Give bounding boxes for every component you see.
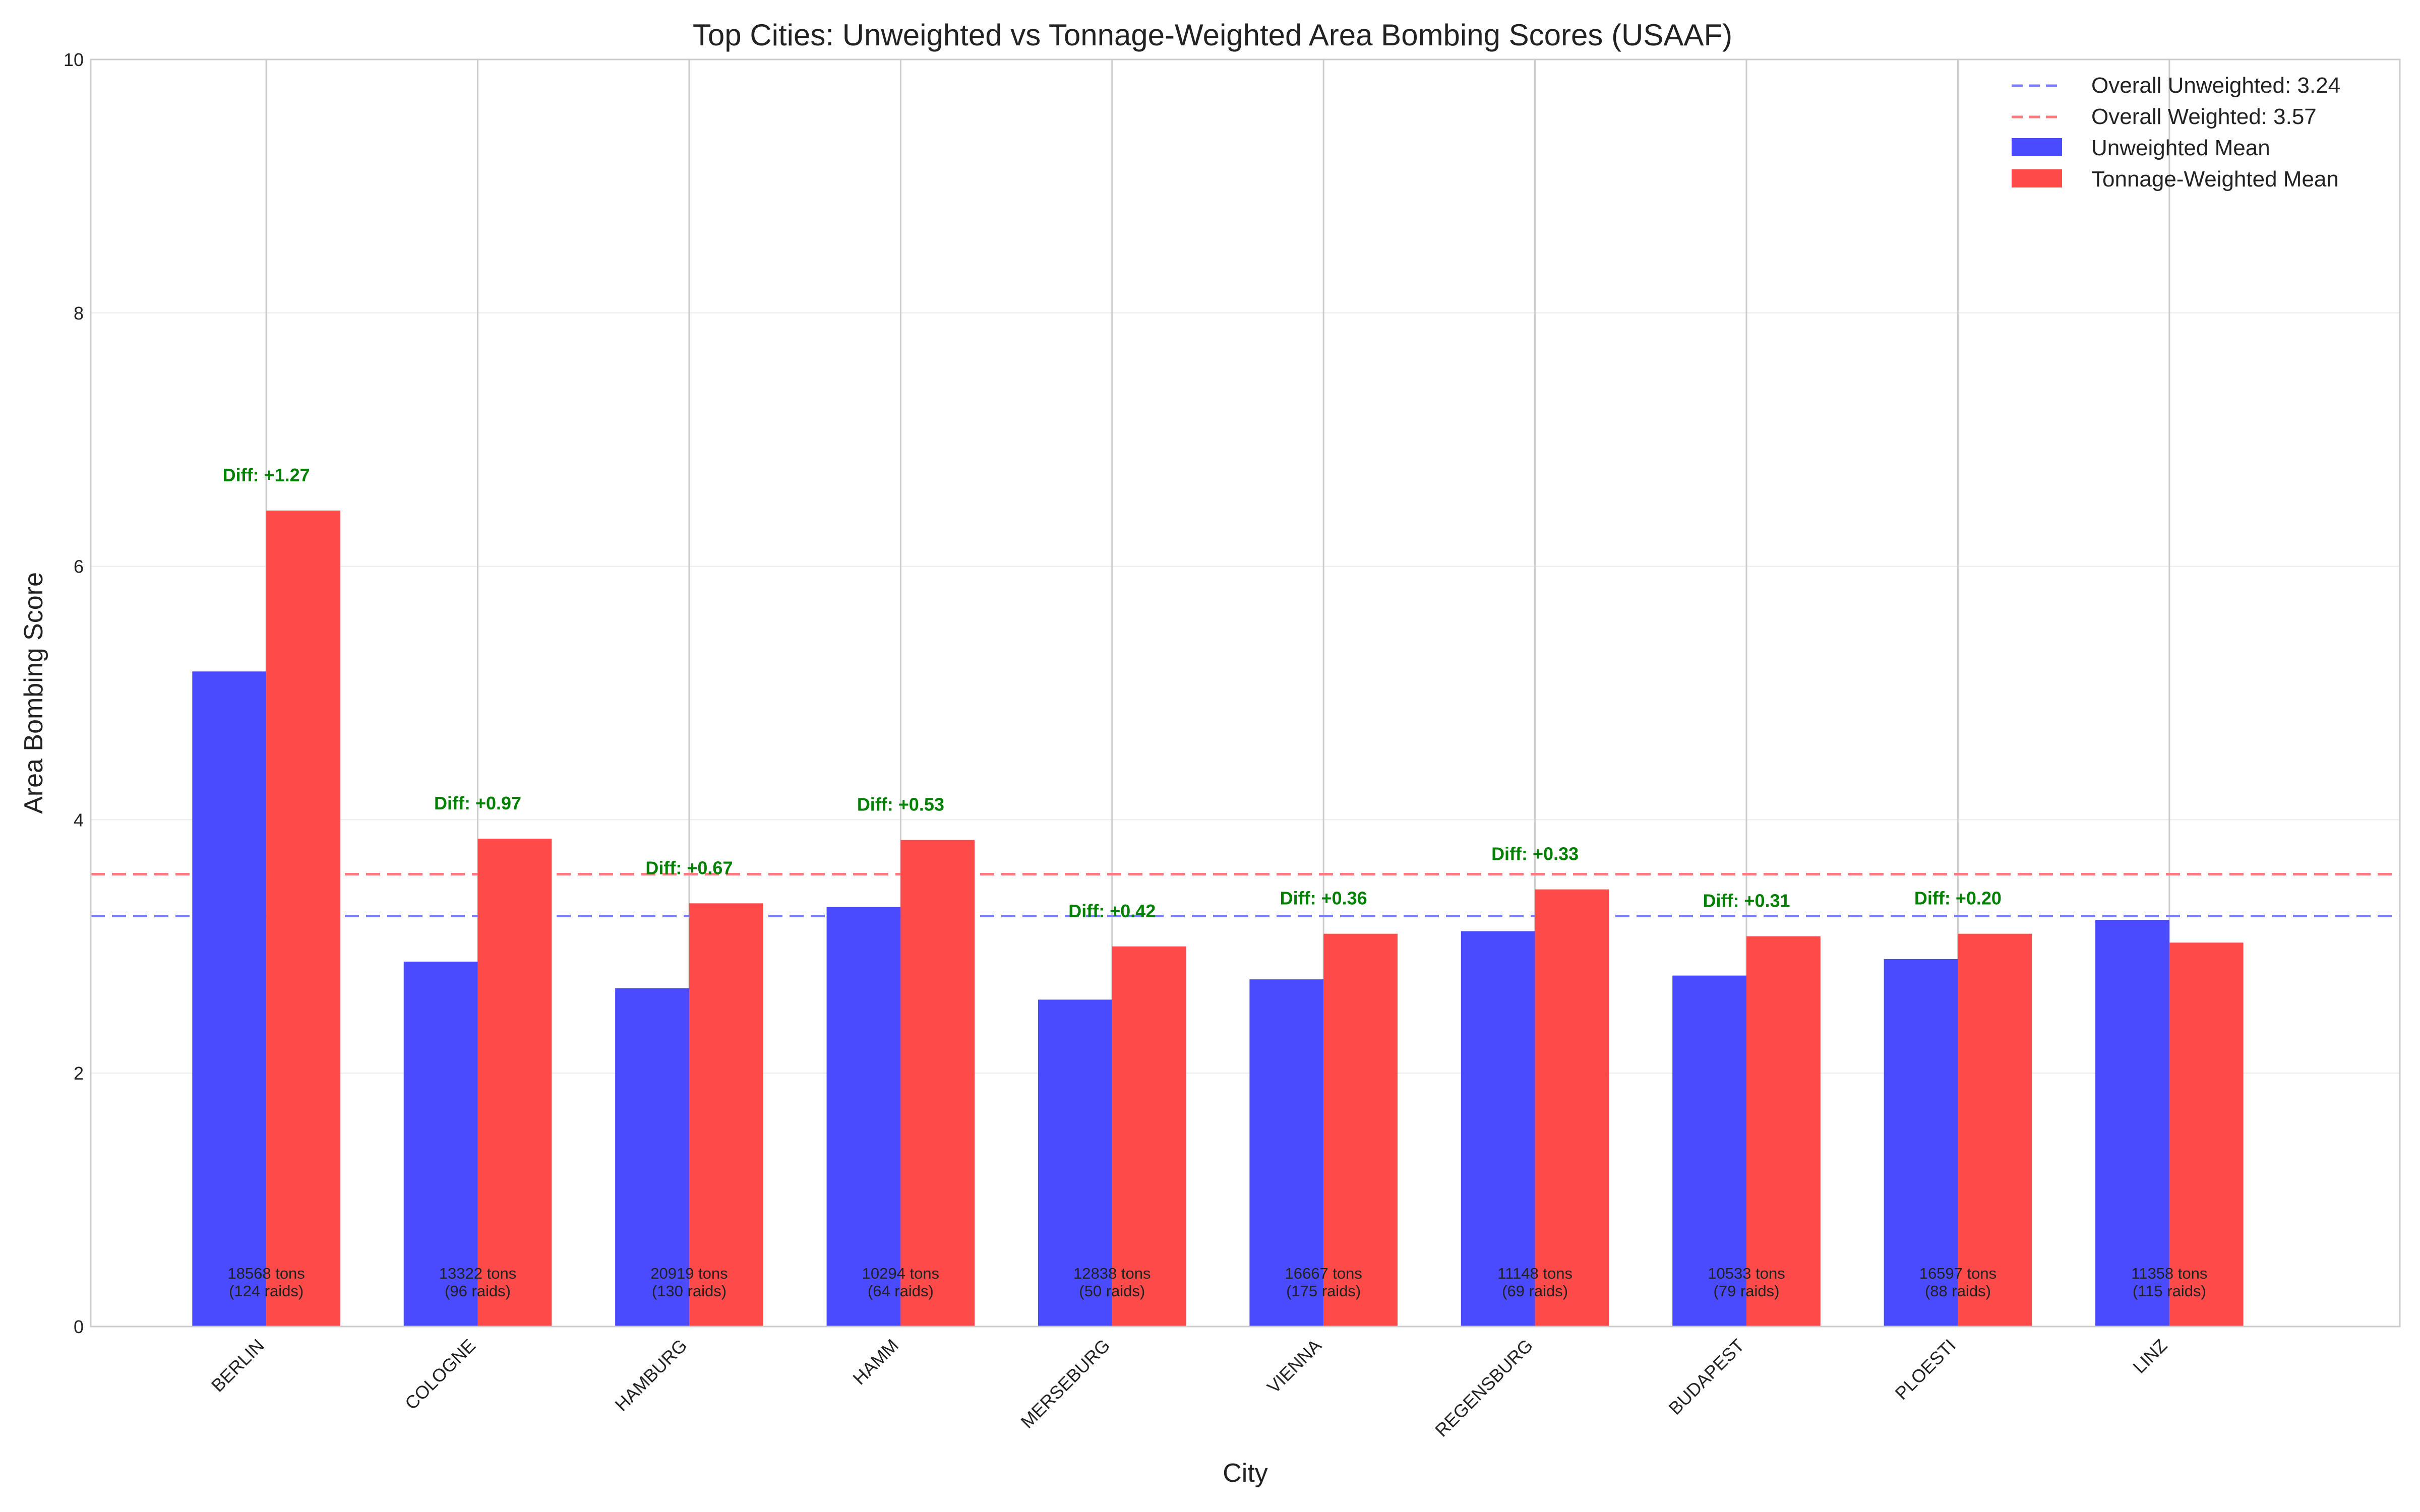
diff-label: Diff: +0.42 [1068,901,1156,921]
unweighted-bar [1884,959,1958,1327]
weighted-bar [1958,933,2032,1327]
tonnage-label: 11358 tons [2131,1265,2207,1282]
legend-entry-label: Unweighted Mean [2091,136,2270,160]
diff-label: Diff: +0.36 [1280,888,1367,909]
tonnage-label: 13322 tons [439,1265,516,1282]
legend: Overall Unweighted: 3.24 Overall Weighted… [2012,73,2340,192]
reference-lines [91,873,2400,917]
legend-bar-swatch [2012,169,2062,187]
diff-label: Diff: +0.31 [1703,891,1790,911]
unweighted-bar [192,671,267,1327]
unweighted-bar [1038,999,1112,1327]
plot-frame [90,58,2401,1328]
y-tick-label: 4 [74,809,84,830]
raids-label: (96 raids) [445,1282,511,1300]
tonnage-label: 10533 tons [1708,1265,1785,1282]
diff-label: Diff: +1.27 [223,465,310,485]
diff-label: Diff: +0.53 [857,794,944,815]
legend-entry-label: Overall Unweighted: 3.24 [2091,73,2340,98]
x-axis-label: City [1223,1459,1268,1488]
raids-label: (130 raids) [652,1282,727,1300]
weighted-bar [1112,946,1186,1327]
weighted-bar [477,839,552,1327]
tonnage-label: 20919 tons [650,1265,728,1282]
unweighted-bar [1672,975,1747,1327]
unweighted-bar [1461,931,1535,1327]
raids-label: (50 raids) [1079,1282,1145,1300]
raids-label: (88 raids) [1925,1282,1991,1300]
legend-entry-label: Overall Weighted: 3.57 [2091,104,2317,129]
legend-entry-label: Tonnage-Weighted Mean [2091,167,2339,192]
weighted-bar [689,903,763,1327]
weighted-bar [266,510,340,1327]
weighted-bar [2169,942,2244,1327]
raids-label: (64 raids) [868,1282,934,1300]
unweighted-bar [2095,920,2169,1327]
unweighted-bar [615,988,689,1327]
y-tick-label: 0 [74,1316,84,1337]
raids-label: (79 raids) [1714,1282,1780,1300]
diff-label: Diff: +0.20 [1914,888,2002,909]
weighted-bar [1323,933,1398,1327]
diff-label: Diff: +0.97 [434,793,521,813]
y-axis-ticks: 0 2 4 6 8 10 [64,49,84,1337]
diff-label: Diff: +0.33 [1491,844,1579,864]
bar-annotations: Diff: +1.27 18568 tons(124 raids) Diff: +0… [223,465,2208,1300]
diff-label: Diff: +0.67 [645,857,733,878]
y-tick-label: 6 [74,556,84,577]
unweighted-bar [403,961,478,1327]
weighted-bar [1746,936,1821,1327]
tonnage-label: 18568 tons [227,1265,305,1282]
y-axis-label: Area Bombing Score [19,572,48,814]
legend-bar-swatch [2012,138,2062,156]
raids-label: (115 raids) [2133,1282,2206,1300]
tonnage-label: 16597 tons [1919,1265,1996,1282]
weighted-bar [1535,889,1609,1327]
y-tick-label: 2 [74,1063,84,1084]
raids-label: (175 raids) [1286,1282,1361,1300]
raids-label: (124 raids) [229,1282,304,1300]
chart-title: Top Cities: Unweighted vs Tonnage-Weight… [693,18,1732,52]
y-tick-label: 8 [74,303,84,324]
y-tick-label: 10 [64,49,84,70]
bars [192,510,2244,1327]
tonnage-label: 10294 tons [862,1265,939,1282]
tonnage-label: 11148 tons [1497,1265,1572,1282]
unweighted-bar [826,907,901,1327]
raids-label: (69 raids) [1502,1282,1568,1300]
tonnage-label: 12838 tons [1073,1265,1151,1282]
tonnage-label: 16667 tons [1285,1265,1362,1282]
weighted-bar [900,840,975,1327]
unweighted-bar [1249,979,1324,1327]
